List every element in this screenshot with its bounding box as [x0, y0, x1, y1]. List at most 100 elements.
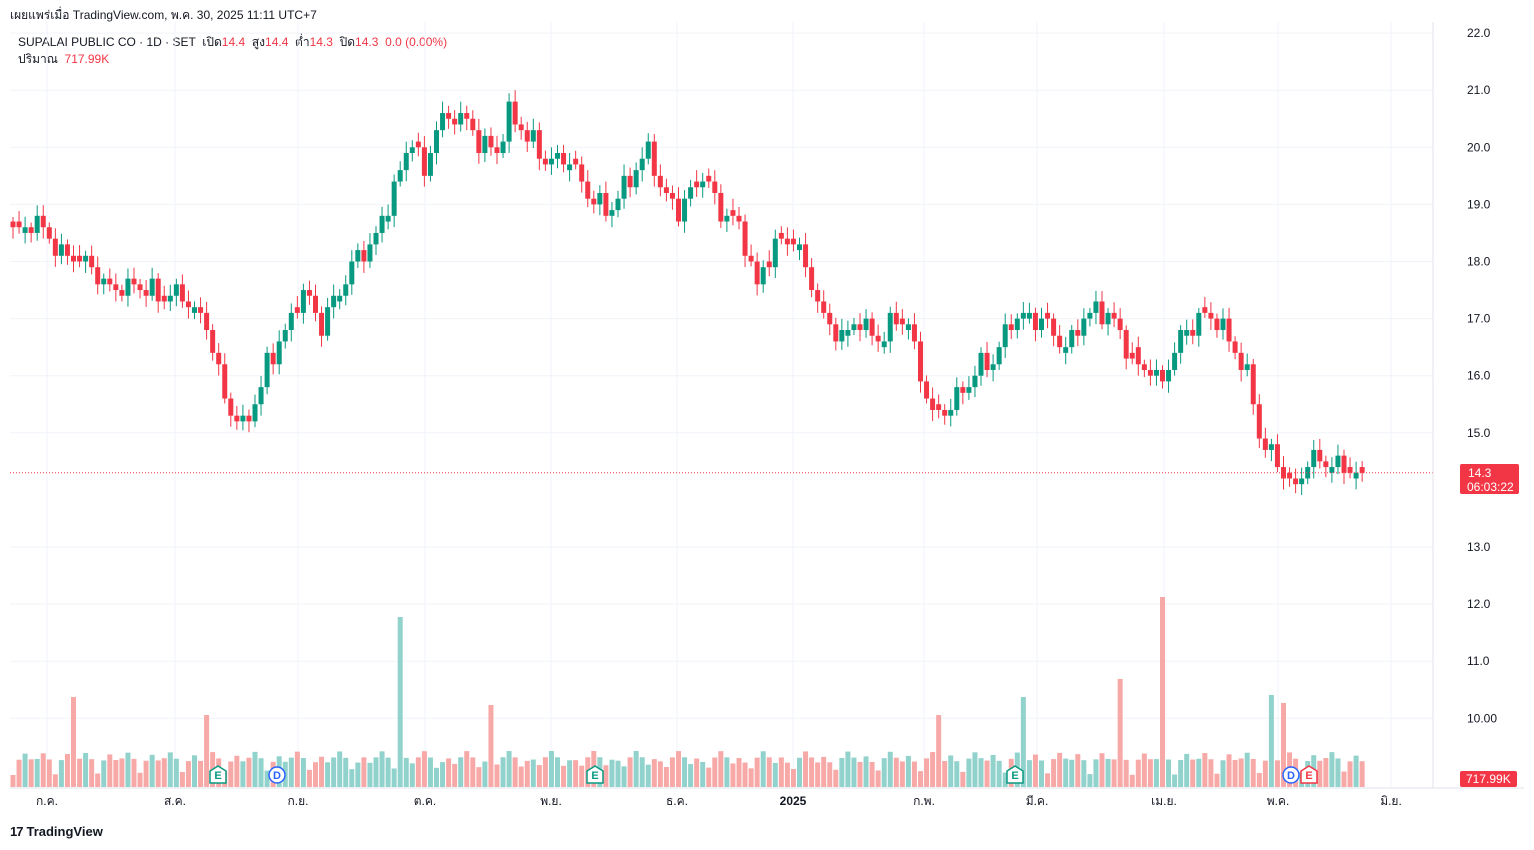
volume-bar [1147, 759, 1153, 787]
volume-bar [1244, 752, 1250, 787]
candle-body [446, 113, 452, 119]
volume-bars [10, 597, 1365, 787]
time-axis[interactable]: ก.ค. ส.ค. ก.ย. ต.ค. พ.ย. ธ.ค. 2025 ก.พ. มี.ค. เม.… [36, 794, 1402, 808]
volume-bar [361, 757, 367, 787]
candle-body [1359, 467, 1365, 473]
candle-body [663, 187, 669, 193]
candle-body [149, 278, 155, 296]
volume-bar [1172, 774, 1178, 787]
last-price-tag: 14.3 06:03:22 [1460, 464, 1519, 494]
candle-body [869, 318, 875, 336]
volume-bar [869, 761, 875, 787]
volume-bar [1105, 758, 1111, 787]
candle-body [1087, 312, 1093, 319]
volume-bar [657, 761, 663, 787]
candle-body [427, 153, 433, 176]
candle-body [579, 164, 585, 182]
candle-body [1002, 324, 1008, 348]
candle-body [1329, 467, 1335, 473]
candle-body [548, 158, 554, 165]
volume-bar [911, 761, 917, 787]
candle-body [482, 135, 488, 154]
candle-body [34, 215, 40, 233]
volume-bar [663, 766, 669, 787]
candle-body [845, 330, 851, 336]
candle-body [772, 238, 778, 268]
candle-body [300, 290, 306, 313]
volume-bar [1087, 774, 1093, 787]
candle-body [524, 130, 530, 142]
candle-body [282, 330, 288, 342]
volume-bar [857, 761, 863, 787]
candle-body [464, 113, 470, 119]
price-tick-label: 16.0 [1467, 369, 1491, 383]
volume-bar [125, 752, 131, 787]
volume-bar [46, 759, 52, 787]
volume-bar [155, 760, 161, 787]
candle-body [1208, 312, 1214, 319]
volume-bar [1196, 758, 1202, 787]
volume-bar [1274, 760, 1280, 787]
candle-body [936, 404, 942, 410]
volume-bar [633, 751, 639, 787]
event-marker-label: E [214, 770, 221, 782]
candle-body [1335, 455, 1341, 468]
candle-body [1069, 330, 1075, 348]
candle-body [440, 113, 446, 131]
high-label: สูง [251, 35, 266, 49]
volume-bar [1353, 755, 1359, 787]
candle-body [978, 352, 984, 376]
volume-bar [839, 757, 845, 787]
candle-body [809, 267, 815, 291]
price-axis[interactable]: 22.0 21.0 20.0 19.0 18.0 17.0 16.0 15.0 13.0 12.0… [1467, 26, 1497, 725]
candle-body [161, 295, 167, 302]
time-tick-label: 2025 [780, 794, 807, 808]
candle-body [506, 101, 512, 142]
candle-body [1160, 369, 1165, 382]
event-marker-label: D [1287, 770, 1295, 782]
candle-body [252, 404, 258, 422]
candle-body [536, 130, 542, 159]
candle-body [415, 141, 421, 148]
candle-body [1014, 318, 1020, 331]
volume-bar [16, 759, 22, 787]
candle-body [58, 244, 64, 256]
volume-bar [1123, 759, 1129, 787]
candle-body [216, 352, 222, 365]
change-value: 0.0 (0.00%) [385, 35, 448, 49]
candle-body [567, 164, 573, 171]
volume-bar [1057, 752, 1063, 787]
legend-volume-row: ปริมาณ 717.99K [18, 51, 447, 68]
candle-body [573, 158, 579, 165]
volume-bar [555, 757, 560, 787]
volume-bar [984, 760, 990, 787]
volume-bar [669, 757, 675, 787]
candle-body [1111, 312, 1117, 319]
volume-bar [694, 758, 700, 787]
price-tick-label: 19.0 [1467, 197, 1491, 211]
volume-bar [966, 758, 972, 787]
volume-bar [548, 751, 554, 787]
candle-body [530, 130, 536, 142]
candle-body [185, 301, 191, 308]
volume-bar [149, 754, 155, 787]
volume-bar [137, 772, 143, 787]
candle-body [760, 267, 766, 285]
volume-bar [766, 757, 772, 787]
volume-bar [784, 762, 790, 787]
volume-bar [821, 756, 827, 787]
volume-bar [58, 760, 64, 787]
volume-bar [89, 759, 95, 787]
volume-bar [355, 762, 361, 787]
candle-body [1135, 347, 1141, 365]
candle-body [966, 387, 972, 393]
candle-body [542, 158, 548, 165]
tradingview-logo[interactable]: 17 TradingView [10, 824, 103, 839]
volume-bar [1032, 754, 1038, 787]
volume-bar [688, 764, 694, 787]
candle-body [470, 118, 476, 131]
volume-bar [440, 762, 446, 787]
event-marker-label: E [591, 770, 598, 782]
candle-body [1123, 330, 1129, 359]
